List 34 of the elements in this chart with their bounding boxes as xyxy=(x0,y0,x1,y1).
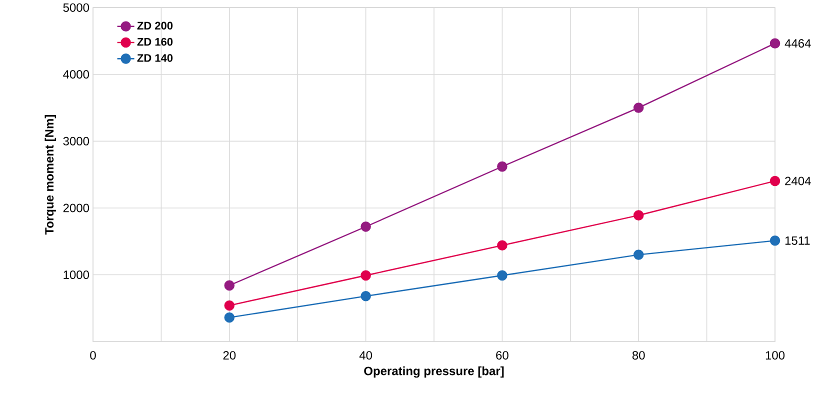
y-tick-label: 2000 xyxy=(63,204,90,212)
y-tick-label: 5000 xyxy=(63,4,90,12)
point xyxy=(770,236,780,246)
legend-label: ZD 140 xyxy=(137,54,173,62)
point xyxy=(224,312,235,323)
point xyxy=(497,240,508,251)
point xyxy=(360,270,371,281)
point xyxy=(633,250,644,260)
data-label: 1511 xyxy=(785,236,810,246)
point xyxy=(497,162,508,172)
legend-label: ZD 200 xyxy=(137,22,173,30)
point xyxy=(360,291,371,302)
point xyxy=(497,270,508,281)
data-label: 2404 xyxy=(785,176,811,186)
point xyxy=(360,222,371,232)
data-label: 4464 xyxy=(784,39,811,48)
y-tick-label: 1000 xyxy=(64,270,90,280)
x-tick-label: 0 xyxy=(90,351,96,360)
x-tick-label: 100 xyxy=(766,351,785,360)
point xyxy=(770,38,780,49)
x-axis-title: Operating pressure [bar] xyxy=(364,366,504,378)
point xyxy=(224,300,235,311)
y-tick-label: 3000 xyxy=(63,137,90,146)
x-tick-label: 20 xyxy=(223,351,236,360)
x-tick-label: 40 xyxy=(359,351,372,360)
point xyxy=(770,176,780,186)
point xyxy=(633,102,644,114)
legend-label: ZD 160 xyxy=(137,38,173,46)
point xyxy=(224,280,235,291)
point xyxy=(633,210,644,221)
y-tick-label: 4000 xyxy=(63,70,90,79)
x-tick-label: 60 xyxy=(496,351,508,360)
x-tick-label: 80 xyxy=(632,351,645,360)
y-axis-title: Torque moment [Nm] xyxy=(44,115,56,235)
